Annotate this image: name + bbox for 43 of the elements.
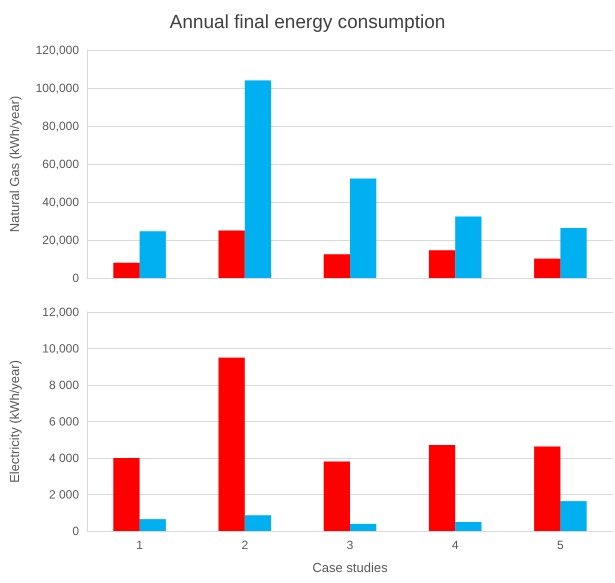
bar bbox=[455, 522, 482, 531]
y-tick-label: 8 000 bbox=[48, 378, 80, 392]
x-axis-title: Case studies bbox=[312, 560, 388, 575]
bar bbox=[140, 231, 166, 278]
y-tick-label: 2 000 bbox=[48, 488, 80, 502]
bar bbox=[140, 519, 166, 531]
y-tick-label: 40,000 bbox=[42, 195, 80, 209]
bar bbox=[244, 515, 272, 531]
bar bbox=[324, 254, 350, 278]
x-tick-label: 3 bbox=[346, 538, 354, 552]
bar bbox=[350, 524, 376, 531]
bar bbox=[534, 446, 560, 531]
y-tick-label: 20,000 bbox=[42, 233, 80, 247]
bar bbox=[455, 216, 482, 278]
y-tick-label: 6 000 bbox=[48, 414, 80, 428]
y-tick-label: 0 bbox=[72, 271, 80, 285]
x-tick-label: 1 bbox=[136, 538, 144, 552]
x-tick-label: 4 bbox=[452, 538, 459, 552]
x-tick-label: 2 bbox=[241, 538, 248, 552]
y-tick-label: 12,000 bbox=[42, 305, 80, 319]
bar bbox=[560, 501, 587, 531]
y-tick-label: 60,000 bbox=[42, 157, 80, 171]
y-tick-label: 120,000 bbox=[36, 43, 80, 57]
y-axis-title: Natural Gas (kWh/year) bbox=[7, 96, 22, 232]
y-tick-label: 100,000 bbox=[36, 81, 80, 95]
y-tick-label: 10,000 bbox=[42, 342, 80, 356]
bar bbox=[244, 80, 272, 278]
bar bbox=[560, 228, 587, 278]
y-tick-label: 80,000 bbox=[42, 119, 80, 133]
chart-title: Annual final energy consumption bbox=[170, 12, 446, 33]
bar bbox=[428, 445, 456, 531]
x-tick-label: 5 bbox=[557, 538, 564, 552]
bar bbox=[428, 250, 456, 278]
bar bbox=[534, 258, 560, 278]
y-tick-label: 0 bbox=[72, 524, 80, 538]
y-tick-label: 4 000 bbox=[48, 451, 80, 465]
bar bbox=[113, 458, 140, 531]
y-axis-title: Electricity (kWh/year) bbox=[7, 360, 22, 483]
bar bbox=[324, 461, 350, 531]
bar bbox=[113, 262, 140, 278]
bar bbox=[218, 230, 245, 278]
bar bbox=[350, 178, 376, 278]
bar bbox=[218, 358, 245, 531]
